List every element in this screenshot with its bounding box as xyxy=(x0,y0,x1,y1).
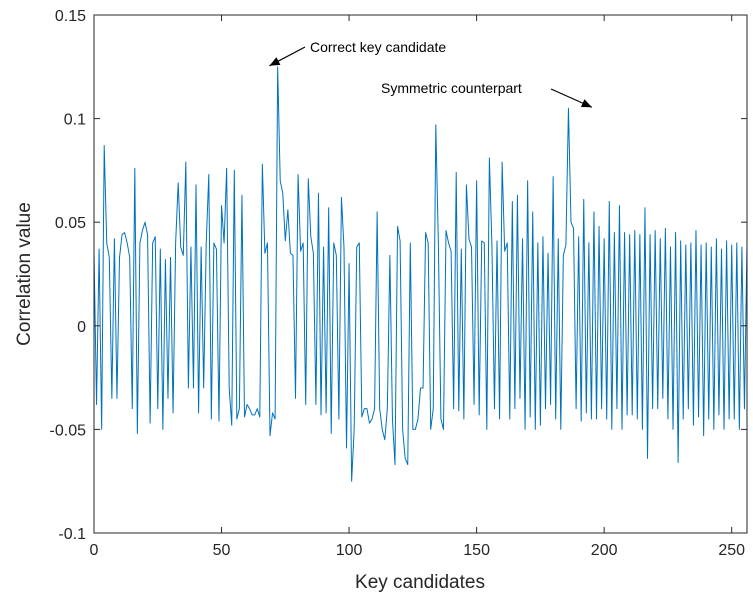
x-tick-label: 0 xyxy=(90,542,99,559)
y-tick-label: 0 xyxy=(77,319,86,336)
annotation-symmetric-text: Symmetric counterpart xyxy=(381,80,522,96)
annotation-layer: Correct key candidate Symmetric counterp… xyxy=(269,39,593,108)
y-tick-label: -0.05 xyxy=(50,422,87,439)
x-tick-label: 50 xyxy=(213,542,231,559)
annotation-arrowhead-1 xyxy=(580,99,592,108)
y-tick-label: 0.15 xyxy=(55,8,86,25)
y-tick-label: -0.1 xyxy=(58,526,86,543)
x-tick-label: 250 xyxy=(718,542,745,559)
tick-layer: 0 50 100 150 200 250 -0.1 -0.05 0 0.05 0.1 0.15 xyxy=(50,8,747,559)
series-line-0 xyxy=(93,66,748,482)
annotation-correct-key-text: Correct key candidate xyxy=(310,39,446,55)
x-tick-label: 100 xyxy=(336,542,363,559)
plot-frame xyxy=(93,14,748,534)
x-axis-label: Key candidates xyxy=(355,572,485,593)
y-tick-label: 0.1 xyxy=(64,112,86,129)
y-axis-label: Correlation value xyxy=(14,202,35,346)
plot-area xyxy=(94,15,747,533)
y-tick-label: 0.05 xyxy=(55,215,86,232)
x-tick-label: 200 xyxy=(591,542,618,559)
annotation-arrowhead-0 xyxy=(269,57,281,66)
series-layer xyxy=(93,66,748,482)
x-tick-label: 150 xyxy=(463,542,490,559)
